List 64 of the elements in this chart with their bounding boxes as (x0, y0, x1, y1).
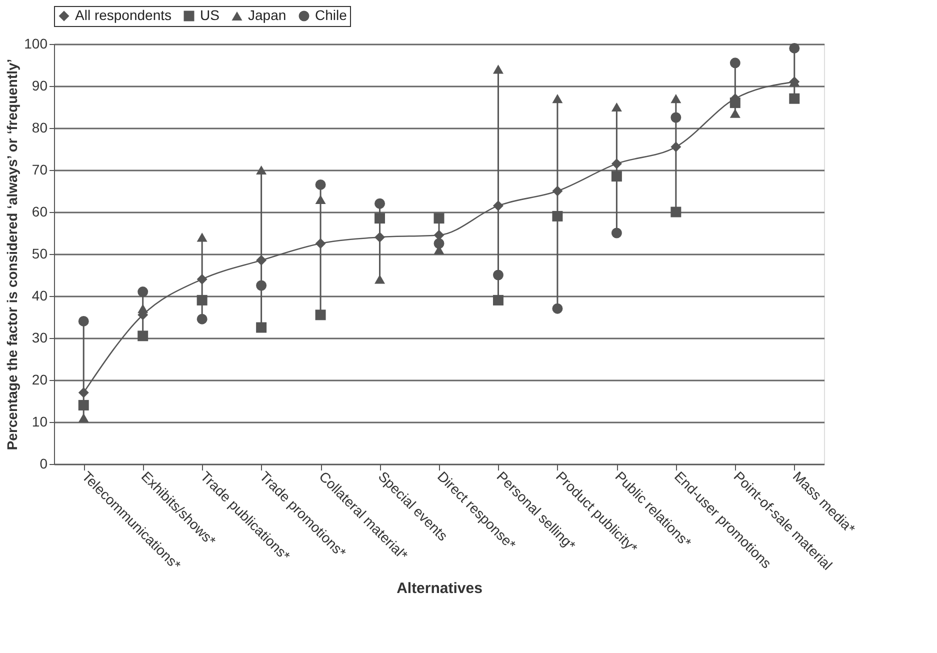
y-tick-label: 100 (24, 36, 48, 52)
point (730, 108, 740, 118)
legend-label: All respondents (75, 7, 172, 23)
point (434, 230, 444, 240)
point (78, 387, 89, 398)
legend-label: Japan (248, 7, 286, 23)
y-tick-label: 10 (32, 414, 48, 430)
point (789, 42, 800, 54)
point (315, 194, 326, 204)
point (552, 210, 563, 222)
point (196, 274, 208, 284)
point (611, 158, 622, 169)
point (374, 198, 386, 209)
point (670, 94, 682, 104)
point (256, 255, 267, 266)
point (434, 238, 444, 249)
point (552, 94, 563, 104)
y-tick-label: 80 (32, 120, 48, 136)
point (374, 213, 386, 224)
y-tick-label: 60 (32, 204, 48, 220)
point (138, 304, 148, 314)
point (256, 280, 267, 291)
point (374, 232, 386, 242)
point (78, 316, 89, 326)
point (730, 58, 740, 68)
point (315, 179, 326, 190)
y-tick-label: 50 (32, 246, 48, 262)
x-axis-title: Alternatives (396, 580, 482, 597)
point (256, 322, 267, 333)
point (670, 112, 682, 123)
point (492, 200, 504, 211)
point (611, 228, 622, 238)
point (78, 413, 89, 422)
legend-label: US (200, 7, 220, 23)
point (138, 330, 148, 342)
point (670, 206, 682, 218)
y-tick-label: 20 (32, 372, 48, 388)
point (789, 93, 800, 104)
point (434, 213, 444, 224)
point (256, 165, 267, 175)
point (78, 400, 89, 410)
y-tick-label: 0 (40, 456, 48, 472)
point (670, 142, 682, 152)
point (196, 314, 208, 324)
point (374, 274, 386, 284)
point (315, 238, 326, 249)
y-tick-label: 90 (32, 78, 48, 94)
point (730, 98, 740, 108)
point (315, 310, 326, 320)
y-axis-title: Percentage the factor is considered ‘always’ or ‘frequently’ (4, 58, 20, 450)
point (611, 102, 622, 112)
point (492, 294, 504, 306)
point (492, 270, 504, 280)
y-tick-label: 30 (32, 330, 48, 346)
point (611, 171, 622, 182)
y-tick-label: 70 (32, 162, 48, 178)
legend-label: Chile (315, 7, 348, 23)
point (196, 232, 208, 242)
point (552, 186, 563, 196)
y-tick-label: 40 (32, 288, 48, 304)
point (138, 286, 148, 298)
point (492, 64, 504, 74)
point (552, 303, 563, 314)
point (196, 294, 208, 306)
